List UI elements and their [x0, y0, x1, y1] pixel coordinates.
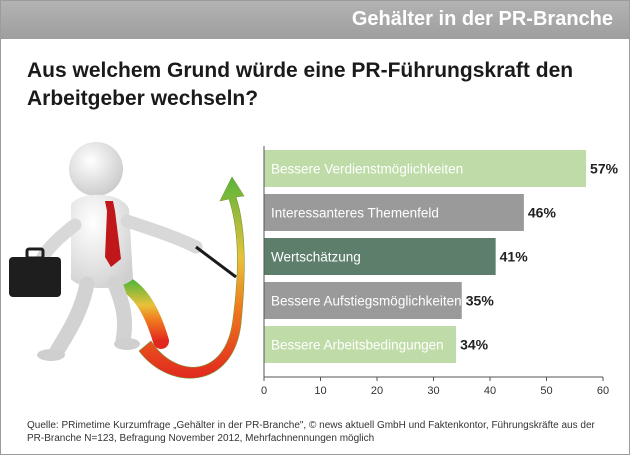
bar-label-3: Wertschätzung [271, 250, 361, 265]
header-band: Gehälter in der PR-Branche [1, 1, 629, 39]
x-tick-label-30: 30 [427, 385, 439, 397]
bar-2 [264, 194, 524, 231]
x-tick-label-20: 20 [371, 385, 383, 397]
bar-5 [264, 326, 457, 363]
bar-label-1: Bessere Verdienstmöglichkeiten [271, 162, 463, 177]
chart-question-title: Aus welchem Grund würde eine PR-Führungs… [27, 59, 574, 110]
value-label-4: 35% [466, 293, 495, 309]
x-tick-label-0: 0 [261, 385, 267, 397]
source-note: Quelle: PRimetime Kurzumfrage „Gehälter … [27, 420, 595, 444]
value-label-5: 34% [460, 337, 489, 353]
briefcase-icon [9, 257, 61, 297]
value-label-1: 57% [590, 161, 619, 177]
businessman-arrow-illustration [9, 142, 245, 379]
x-tick-label-40: 40 [484, 385, 496, 397]
growth-arrow-shape [138, 176, 245, 379]
x-tick-label-60: 60 [597, 385, 609, 397]
x-tick-label-10: 10 [314, 385, 326, 397]
header-title: Gehälter in der PR-Branche [351, 8, 613, 30]
value-label-3: 41% [500, 249, 529, 265]
bar-label-2: Interessanteres Themenfeld [271, 206, 439, 221]
bar-label-4: Bessere Aufstiegsmöglichkeiten [271, 294, 462, 309]
bar-4 [264, 282, 462, 319]
bar-1 [264, 150, 587, 187]
bar-label-5: Bessere Arbeitsbedingungen [271, 338, 444, 353]
bar-3 [264, 238, 496, 275]
x-tick-label-50: 50 [540, 385, 552, 397]
value-label-2: 46% [528, 205, 557, 221]
